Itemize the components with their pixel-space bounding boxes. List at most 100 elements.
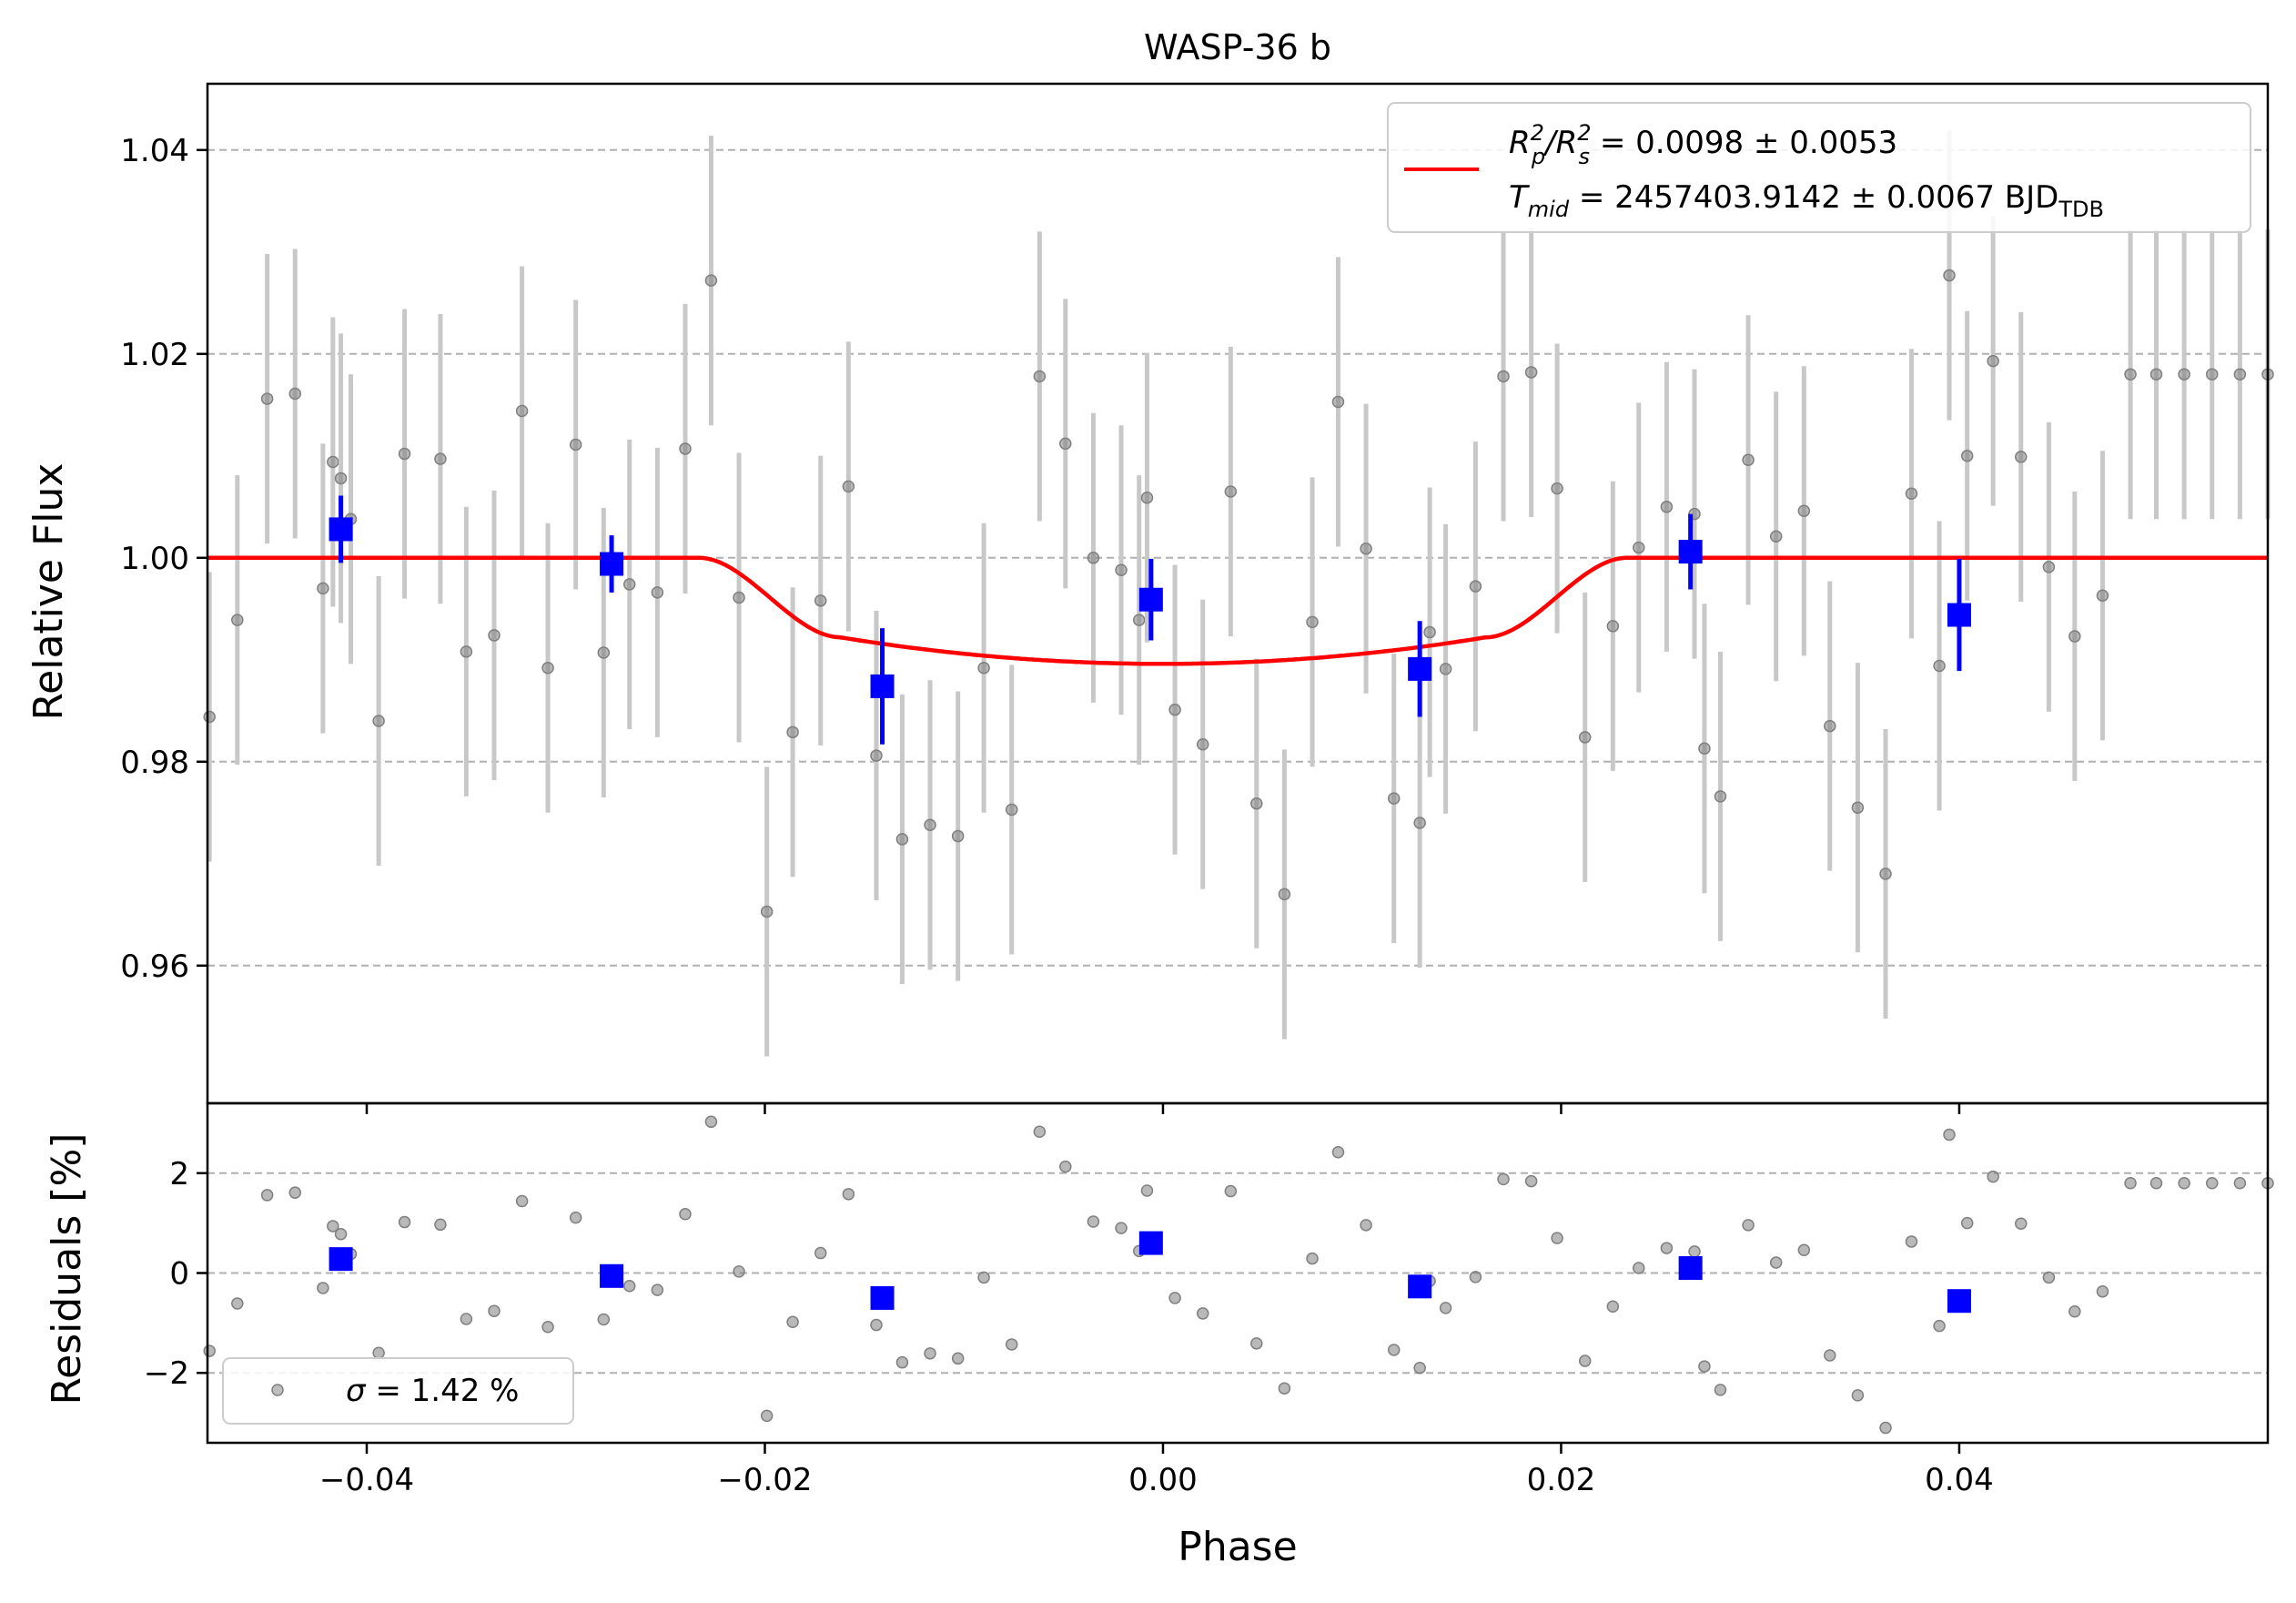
raw-point [1606,620,1620,633]
raw-residual-point [1851,1389,1865,1402]
binned-residual-point [870,1285,895,1310]
raw-point [1413,817,1426,829]
raw-point [488,629,501,642]
raw-point [1331,395,1345,409]
binned-residual-point [600,1263,624,1288]
x-tick-label: 0.00 [1128,1462,1198,1498]
raw-point [704,274,718,287]
raw-residual-point [1606,1300,1620,1314]
raw-point [372,715,385,727]
raw-point [870,749,883,762]
raw-point [651,586,664,599]
raw-point [231,614,244,626]
legend-depth-text: R2 p/R2 s = 0.0098 ± 0.0053 [1509,120,1897,169]
raw-residual-point [1168,1292,1181,1304]
raw-point [1196,738,1209,751]
binned-point [870,674,895,698]
raw-residual-point [317,1282,329,1294]
binned-point [1138,587,1163,612]
raw-point [1115,563,1128,576]
bottom-y-tick-label: 0 [169,1256,189,1293]
raw-residual-point [1413,1361,1426,1375]
raw-point [977,662,990,675]
raw-point [1387,792,1401,805]
raw-residual-point [2096,1285,2109,1298]
legend-sigma-text: σ = 1.42 % [346,1373,519,1409]
raw-residual-point [1698,1360,1711,1373]
binned-residual-point [1138,1231,1163,1255]
raw-point [1033,370,1047,383]
top-y-tick-label: 1.04 [120,133,189,169]
raw-residual-point [1005,1338,1018,1351]
raw-residual-point [488,1304,501,1317]
raw-residual-point [977,1271,990,1284]
raw-point [1987,354,1999,368]
raw-residual-point [2015,1217,2028,1230]
raw-residual-point [2042,1271,2056,1284]
raw-residual-point [1933,1319,1946,1333]
raw-point [541,662,554,675]
raw-point [1278,888,1291,901]
chart-title: WASP-36 b [1144,27,1331,67]
raw-point [1824,719,1836,733]
binned-point [1408,656,1432,681]
raw-residual-point [924,1347,936,1360]
raw-residual-point [1633,1262,1645,1274]
raw-point [1933,659,1946,673]
top-y-tick-label: 1.00 [120,541,189,577]
raw-residual-point [460,1313,473,1325]
raw-point [1943,269,1956,282]
raw-residual-point [2233,1177,2247,1190]
bottom-y-tick-label: −2 [144,1355,189,1392]
raw-point [1769,530,1783,543]
raw-point [895,833,909,846]
legend-tmid-text: Tmid = 2457403.9142 ± 0.0067 BJDTDB [1509,179,2104,222]
raw-point [2068,630,2081,643]
raw-point [1633,541,1645,554]
raw-point [814,594,827,607]
raw-residual-point [733,1265,745,1278]
top-legend: R2 p/R2 s = 0.0098 ± 0.0053 Tmid = 2457403… [1387,102,2251,233]
raw-point [1742,453,1755,467]
binned-residual-point [1408,1274,1432,1299]
raw-residual-point [569,1211,582,1224]
raw-residual-point [1439,1302,1452,1314]
raw-point [327,455,339,469]
raw-point [760,905,774,918]
raw-residual-point [1140,1184,1154,1197]
raw-point [1960,450,1974,462]
raw-point [1851,801,1865,814]
raw-residual-point [1879,1421,1892,1435]
raw-residual-point [951,1352,965,1365]
raw-point [1698,742,1711,755]
raw-residual-point [1688,1245,1701,1258]
y-axis-title-top: Relative Flux [25,463,72,721]
raw-residual-point [814,1246,827,1260]
raw-point [2178,368,2190,380]
raw-residual-point [1987,1170,1999,1183]
raw-point [2042,561,2056,573]
raw-residual-point [1224,1184,1238,1198]
raw-residual-point [895,1355,909,1369]
raw-residual-point [2206,1177,2219,1190]
raw-residual-point [1524,1174,1538,1188]
raw-residual-point [1469,1271,1482,1283]
raw-point [951,829,965,843]
raw-point [622,578,636,591]
raw-point [2233,368,2247,380]
raw-point [317,582,329,595]
transit-model-line [207,555,2268,666]
raw-residual-point [1087,1215,1100,1228]
raw-residual-point [1660,1242,1674,1254]
raw-residual-point [2178,1177,2190,1190]
raw-point [679,442,692,455]
raw-point [1879,867,1892,880]
top-panel-binned-points [329,495,1971,745]
raw-residual-point [1943,1128,1956,1141]
raw-residual-point [541,1320,554,1334]
raw-point [434,452,447,465]
raw-point [1660,501,1674,513]
bottom-legend-frame [222,1357,574,1425]
bottom-panel-axes: −2 0 2 −0.04 −0.02 0.00 0.02 0.04 [144,1101,2270,1498]
